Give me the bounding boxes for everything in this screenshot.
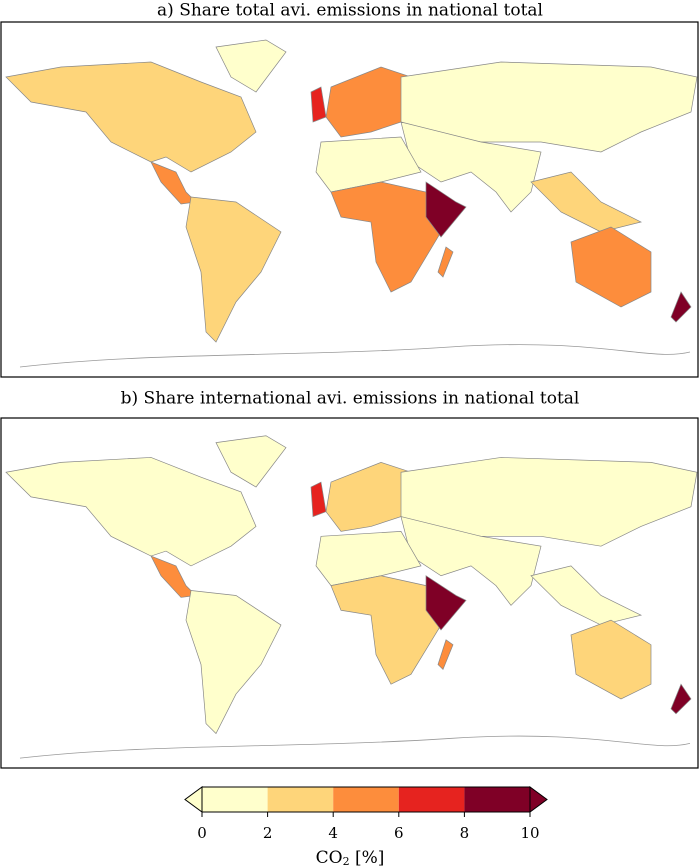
- country-region: [330, 181, 442, 293]
- country-region: [670, 683, 692, 715]
- country-region: [325, 66, 412, 138]
- country-region: [530, 171, 643, 233]
- colorbar-extend-high: [529, 786, 548, 813]
- label-unit: [%]: [350, 848, 385, 868]
- country-region: [215, 39, 287, 93]
- label-subscript: 2: [343, 855, 350, 868]
- country-region: [330, 575, 442, 685]
- colorbar-tick-label: 0: [197, 824, 207, 842]
- country-region: [325, 461, 412, 532]
- label-text: CO: [316, 848, 343, 868]
- country-region: [425, 181, 467, 238]
- map-title: b) Share international avi. emissions in…: [121, 389, 580, 409]
- country-region: [670, 291, 692, 323]
- country-region: [310, 86, 327, 123]
- colorbar-bin: [464, 787, 530, 812]
- country-region: [5, 457, 257, 567]
- country-region: [570, 619, 652, 700]
- colorbar-bin: [333, 787, 399, 812]
- country-region: [530, 565, 643, 626]
- colorbar-tick-label: 4: [328, 824, 338, 842]
- colorbar-tick-label: 2: [263, 824, 273, 842]
- country-region: [185, 196, 282, 343]
- antarctica-coast: [19, 344, 691, 368]
- country-region: [437, 639, 454, 671]
- country-region: [5, 61, 257, 173]
- colorbar-tick-label: 6: [394, 824, 404, 842]
- colorbar-frame: [201, 786, 531, 813]
- country-region: [570, 226, 652, 308]
- country-region: [425, 575, 467, 631]
- colorbar-label: CO2 [%]: [316, 848, 385, 868]
- colorbar-tick-label: 8: [460, 824, 470, 842]
- colorbar-tick-label: 10: [520, 824, 539, 842]
- country-region: [437, 246, 454, 278]
- country-region: [310, 481, 327, 518]
- country-region: [400, 121, 542, 213]
- country-region: [400, 516, 542, 606]
- country-region: [185, 590, 282, 735]
- colorbar-bin: [267, 787, 334, 812]
- antarctica-coast: [19, 735, 691, 759]
- colorbar-bin: [398, 787, 465, 812]
- colorbar-extend-low: [184, 786, 203, 813]
- map-title: a) Share total avi. emissions in nationa…: [157, 1, 543, 21]
- colorbar-bin: [202, 787, 268, 812]
- country-region: [215, 435, 287, 488]
